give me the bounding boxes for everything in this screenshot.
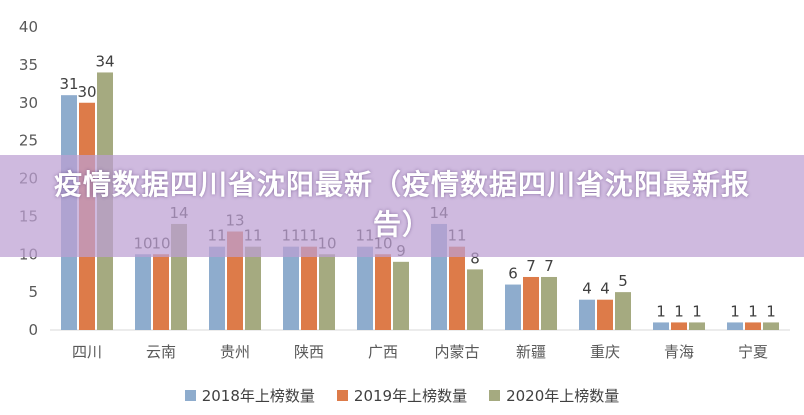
data-label: 30 (77, 83, 96, 101)
bar (393, 261, 409, 330)
bar (319, 254, 335, 330)
legend-label: 2020年上榜数量 (506, 387, 620, 405)
legend-item: 2018年上榜数量 (184, 385, 315, 406)
bar (689, 322, 705, 330)
x-tick-label: 陕西 (294, 343, 324, 361)
legend: 2018年上榜数量 2019年上榜数量 2020年上榜数量 (0, 385, 804, 406)
data-label: 1 (692, 302, 702, 320)
bar (727, 322, 743, 330)
title-banner: 疫情数据四川省沈阳最新（疫情数据四川省沈阳最新报告） (0, 155, 804, 257)
bar (301, 246, 317, 330)
bar (615, 292, 631, 330)
legend-item: 2020年上榜数量 (489, 385, 619, 406)
legend-label: 2019年上榜数量 (353, 387, 468, 405)
legend-label: 2018年上榜数量 (201, 387, 315, 405)
bar (467, 269, 483, 330)
data-label: 1 (730, 302, 740, 320)
y-tick-label: 0 (28, 321, 38, 339)
data-label: 1 (748, 302, 758, 320)
bar (135, 254, 151, 330)
legend-swatch (184, 390, 196, 401)
legend-swatch (489, 390, 501, 401)
legend-item: 2019年上榜数量 (336, 385, 468, 406)
bar (541, 276, 557, 330)
bar (245, 246, 261, 330)
bar (523, 276, 539, 330)
data-label: 5 (618, 272, 628, 290)
y-tick-label: 40 (19, 18, 38, 36)
x-tick-label: 内蒙古 (434, 343, 479, 361)
x-tick-label: 青海 (664, 343, 694, 361)
data-label: 34 (95, 52, 114, 70)
data-label: 8 (470, 249, 480, 267)
y-tick-label: 25 (19, 132, 38, 150)
x-axis: 四川 云南 贵州 陕西 广西 内蒙古 新疆 重庆 青海 宁夏 (50, 329, 790, 361)
bar (505, 284, 521, 330)
bar (745, 322, 761, 330)
bar (209, 246, 225, 330)
bar (283, 246, 299, 330)
x-tick-label: 云南 (146, 343, 176, 361)
x-tick-label: 广西 (368, 343, 398, 361)
data-label: 4 (600, 280, 610, 298)
data-label: 1 (766, 302, 776, 320)
y-tick-label: 35 (19, 56, 38, 74)
data-label: 7 (526, 257, 536, 275)
bar (579, 299, 595, 330)
data-label: 6 (508, 265, 518, 283)
data-label: 4 (582, 280, 592, 298)
x-tick-label: 新疆 (516, 343, 546, 361)
y-tick-label: 5 (28, 283, 38, 301)
data-label: 7 (544, 257, 554, 275)
data-label: 1 (656, 302, 666, 320)
legend-swatch (336, 390, 348, 401)
data-label: 1 (674, 302, 684, 320)
banner-title: 疫情数据四川省沈阳最新（疫情数据四川省沈阳最新报告） (53, 168, 750, 241)
bar (671, 322, 687, 330)
bar (597, 299, 613, 330)
x-tick-label: 贵州 (220, 343, 250, 361)
y-tick-label: 30 (19, 94, 38, 112)
bar (763, 322, 779, 330)
bar (357, 246, 373, 330)
bar (653, 322, 669, 330)
x-tick-label: 四川 (72, 343, 102, 361)
bar (449, 246, 465, 330)
bar (375, 254, 391, 330)
x-tick-label: 宁夏 (738, 343, 768, 361)
bar (153, 254, 169, 330)
x-tick-label: 重庆 (590, 343, 620, 361)
data-label: 31 (59, 75, 78, 93)
